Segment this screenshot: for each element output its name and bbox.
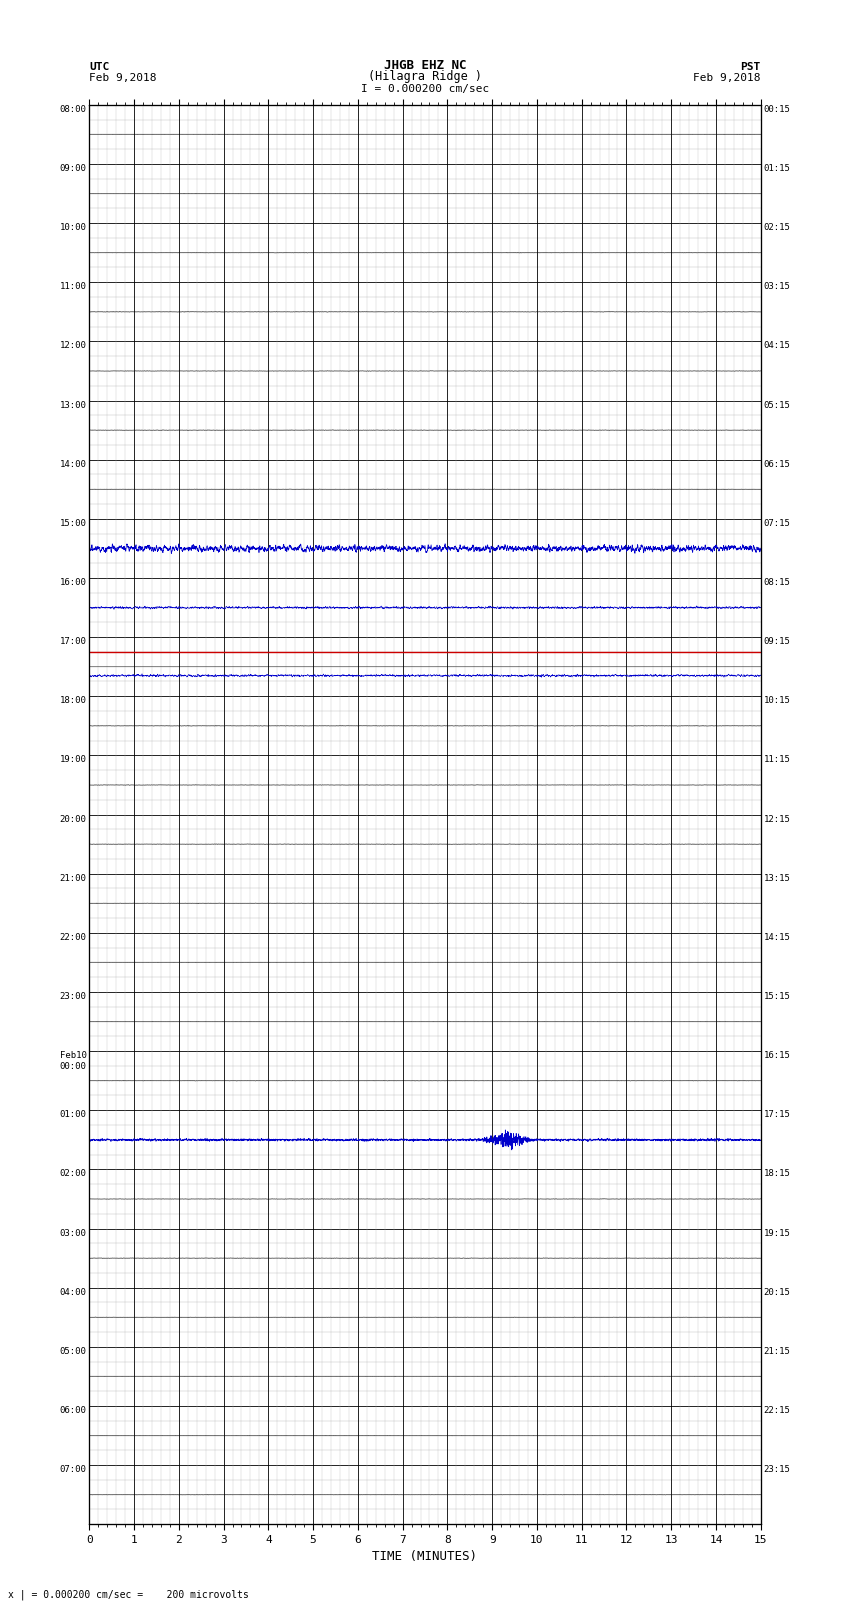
Text: JHGB EHZ NC: JHGB EHZ NC (383, 58, 467, 71)
Text: UTC: UTC (89, 61, 110, 71)
Text: Feb 9,2018: Feb 9,2018 (89, 73, 156, 84)
Text: PST: PST (740, 61, 761, 71)
Text: (Hilagra Ridge ): (Hilagra Ridge ) (368, 69, 482, 84)
Text: Feb 9,2018: Feb 9,2018 (694, 73, 761, 84)
Text: I = 0.000200 cm/sec: I = 0.000200 cm/sec (361, 84, 489, 94)
X-axis label: TIME (MINUTES): TIME (MINUTES) (372, 1550, 478, 1563)
Text: x | = 0.000200 cm/sec =    200 microvolts: x | = 0.000200 cm/sec = 200 microvolts (8, 1589, 249, 1600)
